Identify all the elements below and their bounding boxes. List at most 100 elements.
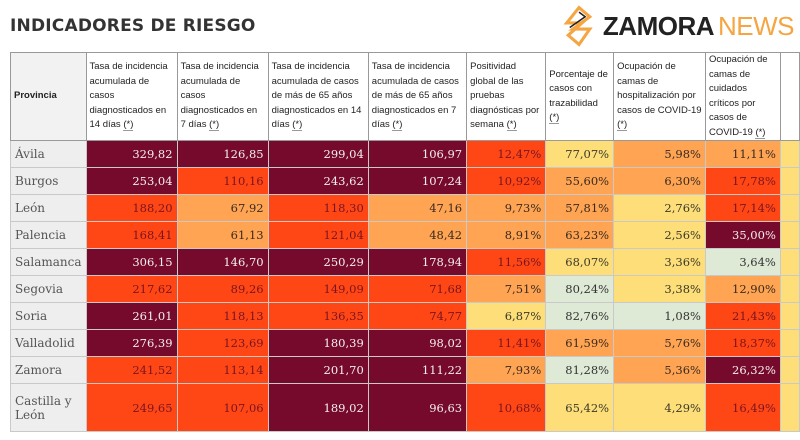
value-cell: 107,24 (367, 167, 468, 195)
value-cell: 126,85 (176, 140, 269, 168)
value-cell: 3,38% (613, 275, 706, 303)
table-row: Palencia 168,41 61,13 121,04 48,42 8,91% 63,23… (10, 221, 800, 249)
province-cell: Ávila (10, 140, 87, 168)
value-cell: 306,15 (85, 248, 178, 276)
value-cell: 249,65 (85, 383, 178, 432)
zamora-news-logo: ZAMORA NEWS (559, 4, 795, 48)
footnote-link[interactable]: (*) (209, 119, 220, 132)
value-cell: 57,81% (545, 194, 615, 222)
value-cell: 21,43% (704, 302, 781, 330)
value-cell: 253,04 (85, 167, 178, 195)
footnote-link[interactable]: (*) (392, 119, 403, 132)
value-cell (779, 356, 800, 384)
column-header-label: Positividad global de las pruebas diagnó… (470, 61, 540, 131)
footnote-link[interactable]: (*) (123, 119, 134, 132)
footnote-link[interactable]: (*) (755, 126, 766, 139)
footnote-link[interactable]: (*) (292, 119, 303, 132)
value-cell: 3,64% (704, 248, 781, 276)
column-header: Tasa de incidencia acumulada de casos di… (176, 52, 269, 141)
value-cell: 110,16 (176, 167, 269, 195)
value-cell: 89,26 (176, 275, 269, 303)
value-cell: 10,68% (466, 383, 547, 432)
table-header-row: Provincia Tasa de incidencia acumulada de… (10, 52, 800, 141)
table-row: Castilla y León 249,65 107,06 189,02 96,63 10… (10, 383, 800, 432)
page-title: INDICADORES DE RIESGO (10, 16, 256, 36)
value-cell (779, 248, 800, 276)
value-cell: 11,41% (466, 329, 547, 357)
value-cell: 178,94 (367, 248, 468, 276)
value-cell: 82,76% (545, 302, 615, 330)
value-cell: 111,22 (367, 356, 468, 384)
province-cell: Soria (10, 302, 87, 330)
value-cell: 118,30 (267, 194, 369, 222)
column-header-label: Tasa de incidencia acumulada de casos di… (180, 61, 259, 131)
value-cell: 5,36% (613, 356, 706, 384)
province-cell: Zamora (10, 356, 87, 384)
value-cell: 48,42 (367, 221, 468, 249)
value-cell: 188,20 (85, 194, 178, 222)
column-header (779, 52, 800, 141)
value-cell: 299,04 (267, 140, 369, 168)
value-cell: 107,06 (176, 383, 269, 432)
column-header-label: Tasa de incidencia acumulada de casos di… (89, 61, 168, 131)
value-cell: 74,77 (367, 302, 468, 330)
value-cell (779, 194, 800, 222)
footnote-link[interactable]: (*) (506, 119, 517, 132)
province-cell: Segovia (10, 275, 87, 303)
province-cell: Castilla y León (10, 383, 87, 432)
value-cell: 12,90% (704, 275, 781, 303)
footnote-link[interactable]: (*) (617, 119, 628, 132)
table-row: Valladolid 276,39 123,69 180,39 98,02 11,41% 6… (10, 329, 800, 357)
column-header: Positividad global de las pruebas diagnó… (466, 52, 547, 141)
column-header: Tasa de incidencia acumulada de casos de… (367, 52, 468, 141)
value-cell: 6,87% (466, 302, 547, 330)
value-cell: 10,92% (466, 167, 547, 195)
value-cell: 96,63 (367, 383, 468, 432)
value-cell: 329,82 (85, 140, 178, 168)
province-cell: Valladolid (10, 329, 87, 357)
province-cell: León (10, 194, 87, 222)
province-cell: Palencia (10, 221, 87, 249)
table-row: Burgos 253,04 110,16 243,62 107,24 10,92% 55,6… (10, 167, 800, 195)
footnote-link[interactable]: (*) (549, 112, 560, 124)
value-cell: 17,78% (704, 167, 781, 195)
column-header-label: Ocupación de camas de hospitalización po… (617, 61, 702, 116)
column-header: Tasa de incidencia acumulada de casos di… (85, 52, 178, 141)
value-cell: 6,30% (613, 167, 706, 195)
value-cell: 16,49% (704, 383, 781, 432)
value-cell: 77,07% (545, 140, 615, 168)
value-cell: 47,16 (367, 194, 468, 222)
value-cell: 68,07% (545, 248, 615, 276)
value-cell: 1,08% (613, 302, 706, 330)
value-cell: 8,91% (466, 221, 547, 249)
column-header: Tasa de incidencia acumulada de casos de… (267, 52, 369, 141)
value-cell: 5,76% (613, 329, 706, 357)
column-header: Ocupación de camas de cuidados críticos … (704, 52, 781, 141)
logo-mark-icon (563, 5, 593, 47)
value-cell: 12,47% (466, 140, 547, 168)
value-cell: 65,42% (545, 383, 615, 432)
table-row: Zamora 241,52 113,14 201,70 111,22 7,93% 81,28… (10, 356, 800, 384)
table-row: Soria 261,01 118,13 136,35 74,77 6,87% 82,76% 1… (10, 302, 800, 330)
value-cell (779, 167, 800, 195)
value-cell: 3,36% (613, 248, 706, 276)
table-row: Segovia 217,62 89,26 149,09 71,68 7,51% 80,24%… (10, 275, 800, 303)
value-cell: 121,04 (267, 221, 369, 249)
value-cell: 2,76% (613, 194, 706, 222)
value-cell: 180,39 (267, 329, 369, 357)
logo-text-news: NEWS (718, 10, 795, 41)
value-cell: 250,29 (267, 248, 369, 276)
value-cell: 168,41 (85, 221, 178, 249)
value-cell: 80,24% (545, 275, 615, 303)
value-cell: 123,69 (176, 329, 269, 357)
table-row: Salamanca 306,15 146,70 250,29 178,94 11,56% 6… (10, 248, 800, 276)
value-cell (779, 383, 800, 432)
table-row: León 188,20 67,92 118,30 47,16 9,73% 57,81% 2,7… (10, 194, 800, 222)
value-cell: 136,35 (267, 302, 369, 330)
value-cell: 201,70 (267, 356, 369, 384)
value-cell (779, 275, 800, 303)
column-header-label: Tasa de incidencia acumulada de casos de… (271, 61, 362, 131)
value-cell: 118,13 (176, 302, 269, 330)
province-cell: Burgos (10, 167, 87, 195)
value-cell: 276,39 (85, 329, 178, 357)
